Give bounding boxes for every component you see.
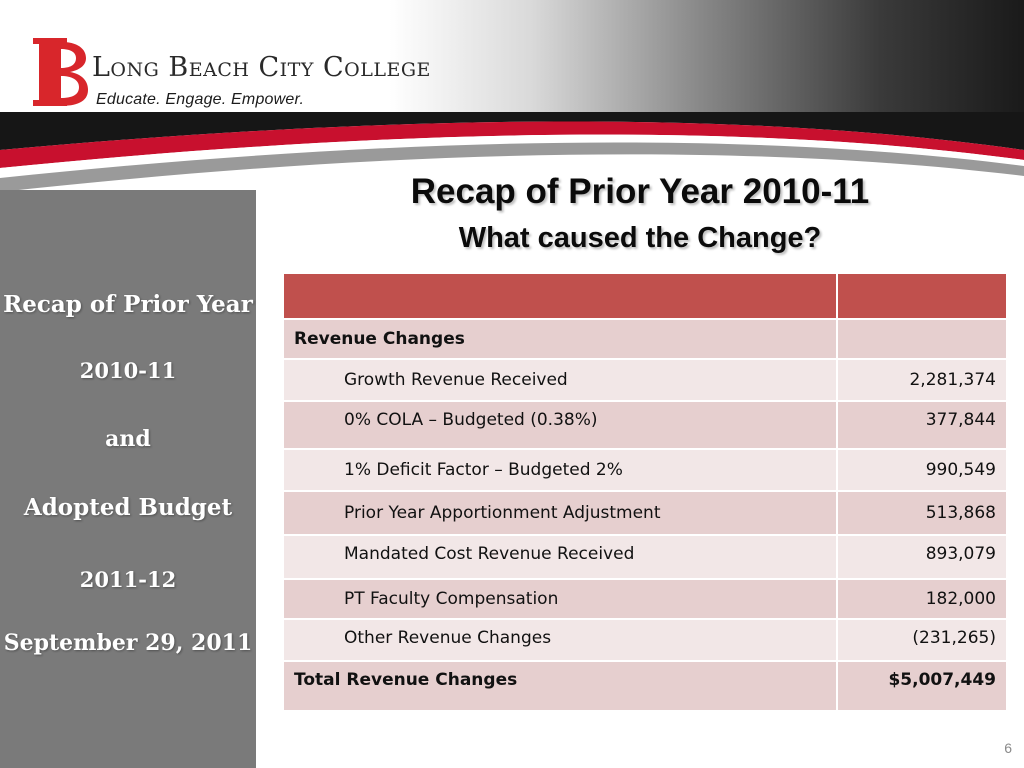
row-label: Prior Year Apportionment Adjustment: [282, 490, 838, 536]
lb-logo-icon: [33, 38, 88, 106]
table-row: 1% Deficit Factor – Budgeted 2% 990,549: [282, 448, 1009, 492]
side-panel-adopted-budget: Adopted Budget: [23, 494, 233, 521]
table-header-cell-value: [835, 272, 1009, 320]
row-label: Growth Revenue Received: [282, 358, 838, 402]
revenue-changes-table: Revenue Changes Growth Revenue Received …: [282, 272, 1009, 712]
slide-title: Recap of Prior Year 2010-11: [410, 172, 870, 211]
side-panel-title: Recap of Prior Year: [3, 291, 253, 318]
header-band: [0, 0, 1024, 200]
row-value: (231,265): [835, 618, 1009, 662]
table-row: Other Revenue Changes (231,265): [282, 618, 1009, 662]
college-logo: Long Beach City College Educate. Engage.…: [30, 34, 500, 114]
section-header-label: Revenue Changes: [282, 318, 838, 360]
header-swoosh: [0, 112, 1024, 192]
total-value: $5,007,449: [835, 660, 1009, 712]
college-tagline: Educate. Engage. Empower.: [96, 91, 305, 108]
header-gradient: [0, 0, 1024, 112]
table-header-row: [282, 272, 1009, 320]
section-header-value: [835, 318, 1009, 360]
row-value: 990,549: [835, 448, 1009, 492]
total-label: Total Revenue Changes: [282, 660, 838, 712]
row-label: Other Revenue Changes: [282, 618, 838, 662]
slide-number: 6: [1004, 740, 1012, 756]
table-row: Mandated Cost Revenue Received 893,079: [282, 534, 1009, 580]
side-panel-and: and: [105, 426, 151, 452]
slide-subtitle: What caused the Change?: [458, 222, 822, 254]
side-panel-date: September 29, 2011: [3, 630, 253, 656]
table-row: 0% COLA – Budgeted (0.38%) 377,844: [282, 400, 1009, 450]
side-panel-year-budget: 2011-12: [79, 567, 177, 592]
row-value: 377,844: [835, 400, 1009, 450]
table-row: Prior Year Apportionment Adjustment 513,…: [282, 490, 1009, 536]
row-label: Mandated Cost Revenue Received: [282, 534, 838, 580]
row-label: 0% COLA – Budgeted (0.38%): [282, 400, 838, 450]
row-label: 1% Deficit Factor – Budgeted 2%: [282, 448, 838, 492]
row-value: 2,281,374: [835, 358, 1009, 402]
row-value: 182,000: [835, 578, 1009, 620]
table-row: PT Faculty Compensation 182,000: [282, 578, 1009, 620]
row-label: PT Faculty Compensation: [282, 578, 838, 620]
row-value: 513,868: [835, 490, 1009, 536]
table-total-row: Total Revenue Changes $5,007,449: [282, 660, 1009, 712]
table-section-row: Revenue Changes: [282, 318, 1009, 360]
side-panel-year-prior: 2010-11: [79, 358, 177, 383]
table-row: Growth Revenue Received 2,281,374: [282, 358, 1009, 402]
side-panel: Recap of Prior Year 2010-11 and Adopted …: [0, 190, 256, 768]
table-header-cell-label: [282, 272, 838, 320]
row-value: 893,079: [835, 534, 1009, 580]
college-name: Long Beach City College: [92, 52, 431, 83]
